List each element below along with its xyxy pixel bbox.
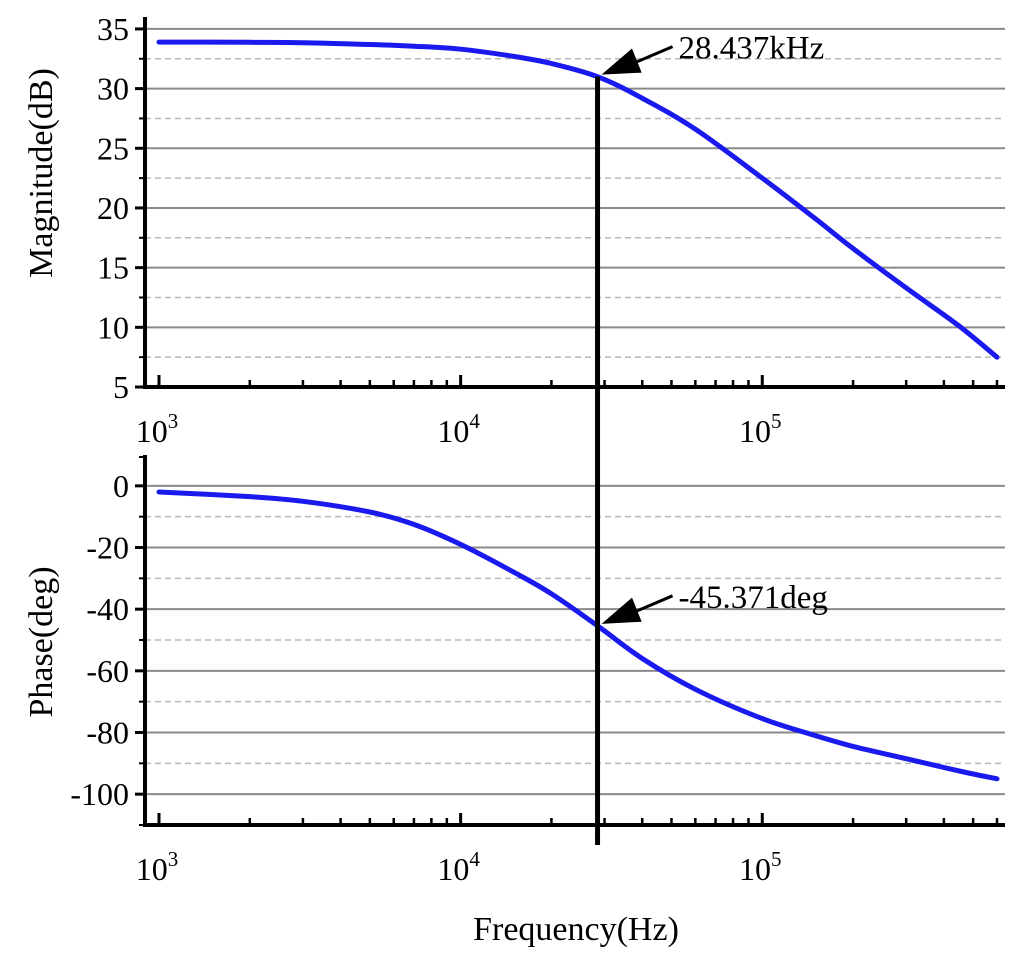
y-tick-label: -60: [86, 653, 129, 689]
y-tick-label: 15: [97, 250, 129, 286]
annotation-label: -45.371deg: [679, 580, 828, 616]
y-tick-label: 20: [97, 190, 129, 226]
y-tick-label: -20: [86, 530, 129, 566]
y-tick-label: 35: [97, 11, 129, 47]
phase-axis-title: Phase(deg): [23, 566, 60, 717]
y-tick-label: 5: [113, 369, 129, 405]
annotation-label: 28.437kHz: [679, 31, 825, 67]
y-tick-label: 10: [97, 309, 129, 345]
x-tick-label: 104: [437, 847, 480, 887]
y-tick-label: 30: [97, 71, 129, 107]
magnitude-axis-title: Magnitude(dB): [23, 68, 60, 278]
magnitude-panel: 5 10 15 20 25 30 35 103 104 105 28.437kHz: [97, 11, 1005, 449]
frequency-axis-title: Frequency(Hz): [473, 911, 679, 948]
x-tick-label: 105: [739, 847, 782, 887]
x-tick-label: 105: [739, 409, 782, 449]
annotation-arrow-head: [601, 48, 642, 75]
annotation-arrow-head: [601, 597, 642, 624]
series-line: [156, 489, 1000, 782]
x-tick-label: 103: [136, 847, 179, 887]
y-tick-label: -80: [86, 715, 129, 751]
y-tick-label: 25: [97, 130, 129, 166]
y-tick-label: 0: [113, 468, 129, 504]
x-tick-label: 103: [136, 409, 179, 449]
y-tick-label: -100: [70, 776, 129, 812]
x-tick-label: 104: [437, 409, 480, 449]
y-tick-label: -40: [86, 591, 129, 627]
